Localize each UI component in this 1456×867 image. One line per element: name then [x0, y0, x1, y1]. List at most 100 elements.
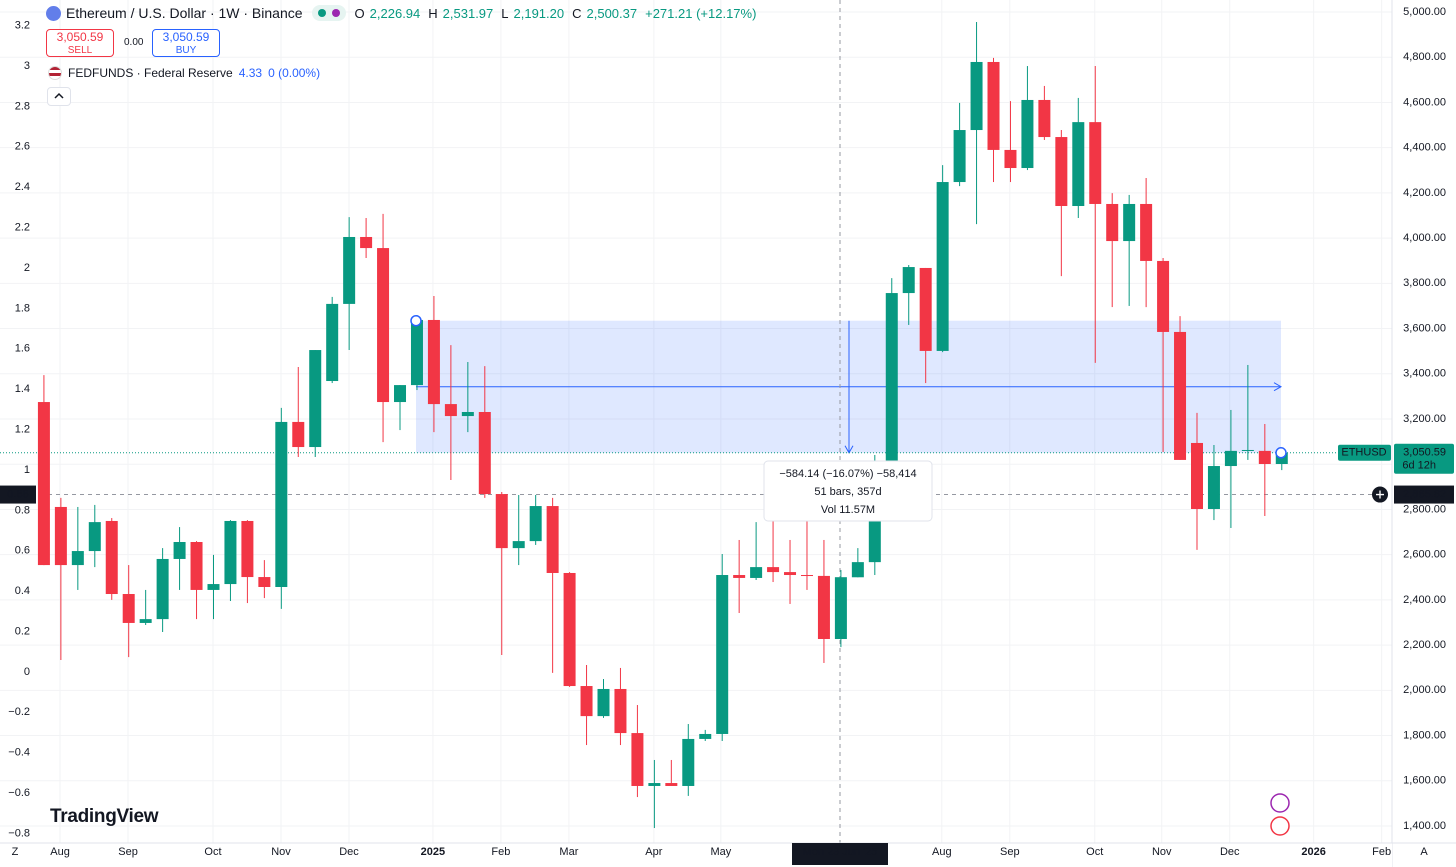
candle-body — [377, 248, 390, 403]
candle-body — [529, 506, 542, 542]
candle-body — [1106, 203, 1119, 242]
y2-tick-label: 1.4 — [15, 383, 30, 395]
candle-body — [1258, 450, 1271, 464]
ohlc-key: C — [572, 5, 582, 21]
spread: 0.00 — [124, 37, 144, 48]
y2-tick-label: 2 — [24, 262, 30, 274]
event-icon[interactable] — [1270, 793, 1290, 813]
buy-button[interactable]: 3,050.59 BUY — [152, 29, 220, 57]
candle-body — [682, 738, 695, 786]
x-tick-label: Nov — [271, 846, 291, 858]
y-tick-label: 2,600.00 — [1403, 549, 1446, 561]
x-tick-label: Oct — [1086, 846, 1103, 858]
y2-tick-label: 0.8 — [15, 504, 30, 516]
y2-tick-label: −0.8 — [8, 827, 30, 839]
candle-body — [834, 577, 847, 640]
ohlc-key: L — [501, 5, 509, 21]
x-tick-label: May — [710, 846, 731, 858]
y-tick-label: 2,400.00 — [1403, 594, 1446, 606]
measure-arrowhead — [1273, 382, 1283, 392]
status-pill[interactable] — [311, 5, 346, 21]
candle-body — [461, 411, 474, 417]
candle-body — [495, 494, 508, 549]
price-axis — [1392, 0, 1456, 867]
event-icon[interactable] — [1270, 816, 1290, 836]
candle-body — [173, 542, 186, 559]
candle-body — [563, 572, 576, 687]
crosshair-date-box — [792, 843, 888, 865]
time-axis — [0, 843, 1392, 867]
candle-body — [580, 686, 593, 717]
ohlc-value: 2,500.37 — [586, 5, 638, 21]
candle-body — [427, 319, 440, 405]
x-tick-label: Dec — [1220, 846, 1240, 858]
sell-button[interactable]: 3,050.59 SELL — [46, 29, 114, 57]
candle-body — [902, 267, 915, 294]
candle-body — [885, 293, 898, 462]
last-price-box — [1394, 443, 1454, 474]
candle-body — [1004, 149, 1017, 169]
candle-body — [105, 520, 118, 595]
candle-body — [343, 236, 356, 304]
measure-text: −584.14 (−16.07%) −58,414 — [779, 468, 916, 480]
indicator-name[interactable]: FEDFUNDS · Federal Reserve — [68, 66, 233, 80]
candle-body — [1072, 122, 1085, 207]
x-tick-label: Mar — [559, 846, 578, 858]
candle-body — [1157, 260, 1170, 332]
ohlc-key: H — [428, 5, 438, 21]
candle-body — [699, 733, 712, 739]
indicator-change: 0 (0.00%) — [268, 66, 321, 80]
add-alert-plus — [1376, 490, 1384, 499]
x-tick-label: Feb — [1372, 846, 1391, 858]
sell-price: 3,050.59 — [56, 30, 104, 44]
candle-body — [139, 619, 152, 623]
candle-body — [800, 575, 813, 577]
y-tick-label: 3,600.00 — [1403, 322, 1446, 334]
change: +271.21 (+12.17%) — [645, 5, 757, 21]
candle-body — [1038, 99, 1051, 138]
measure-label: −584.14 (−16.07%) −58,414 51 bars, 357d Vo… — [763, 460, 933, 522]
candle-body — [1190, 442, 1203, 509]
y2-tick-label: 3 — [24, 60, 30, 72]
y2-tick-label: −0.4 — [8, 747, 30, 759]
candle-body — [54, 506, 67, 566]
candle-body — [851, 562, 864, 578]
candle-body — [71, 551, 84, 566]
logo[interactable]: TradingView — [50, 806, 159, 827]
y2-tick-label: −0.6 — [8, 787, 30, 799]
buy-label: BUY — [175, 45, 197, 56]
candle-body — [1123, 203, 1136, 242]
y-tick-label: 2,800.00 — [1403, 503, 1446, 515]
y-tick-label: 2,200.00 — [1403, 639, 1446, 651]
candle-body — [190, 542, 203, 590]
ohlc-value: 2,191.20 — [513, 5, 565, 21]
y2-tick-label: −0.2 — [8, 706, 30, 718]
candle-body — [1055, 137, 1068, 207]
symbol-icon — [46, 5, 61, 21]
x-tick-label: Sep — [118, 846, 138, 858]
chart-title[interactable]: Ethereum / U.S. Dollar · 1W · Binance — [66, 5, 303, 21]
candle-body — [631, 733, 644, 786]
y2-tick-label: 2.6 — [15, 141, 30, 153]
measure-text: 51 bars, 357d — [814, 486, 881, 498]
x-tick-label: Aug — [50, 846, 70, 858]
candle-body — [817, 575, 830, 640]
indicator-value: 4.33 — [238, 66, 263, 80]
candle-body — [716, 575, 729, 734]
candle-body — [258, 577, 271, 588]
x-tick-label: Oct — [204, 846, 221, 858]
candle-body — [970, 61, 983, 131]
candle-body — [478, 411, 491, 495]
candle-body — [1140, 203, 1153, 261]
y2-tick-label: 1.6 — [15, 343, 30, 355]
candle-body — [394, 385, 407, 403]
candle-body — [292, 421, 305, 448]
candle-body — [122, 594, 135, 623]
y-tick-label: 3,800.00 — [1403, 277, 1446, 289]
collapse-button[interactable] — [47, 87, 71, 106]
x-tick-label: Apr — [645, 846, 662, 858]
crosshair-date: Mon 23 Jun '25 — [803, 846, 878, 858]
x-tick-label: Feb — [491, 846, 510, 858]
y2-tick-label: 0.6 — [15, 545, 30, 557]
